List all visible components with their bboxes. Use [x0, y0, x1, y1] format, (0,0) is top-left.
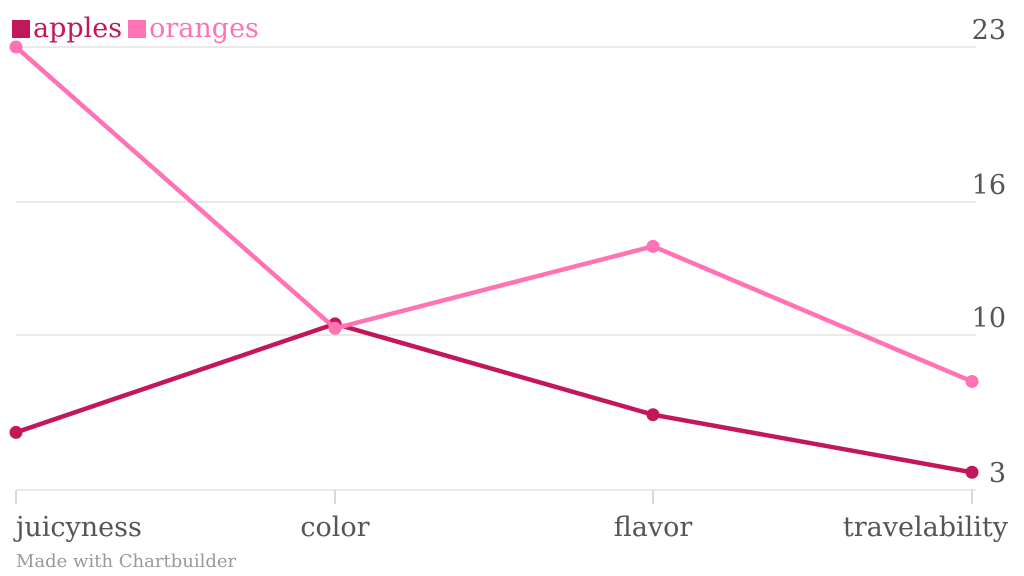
- legend-item-oranges: oranges: [128, 12, 259, 46]
- chartbuilder-credit: Made with Chartbuilder: [16, 551, 237, 572]
- point-apples-juicyness: [9, 425, 23, 439]
- point-oranges-flavor: [646, 239, 660, 253]
- y-tick-label-10: 10: [972, 303, 1006, 334]
- legend-swatch-oranges: [128, 20, 147, 38]
- series-group: [9, 40, 979, 479]
- point-oranges-travelability: [965, 374, 979, 388]
- legend: apples oranges: [12, 12, 265, 46]
- x-tick-label-juicyness: juicyness: [13, 512, 142, 543]
- point-oranges-color: [328, 321, 342, 335]
- series-line-oranges: [13, 44, 975, 384]
- y-tick-label-23: 23: [972, 15, 1006, 46]
- legend-label-apples: apples: [33, 13, 123, 44]
- legend-item-apples: apples: [12, 12, 122, 46]
- y-tick-label-16: 16: [972, 170, 1006, 201]
- point-oranges-juicyness: [9, 40, 23, 54]
- grid-lines: [16, 46, 976, 491]
- x-tick-label-travelability: travelability: [843, 512, 1009, 543]
- x-axis-ticks: [15, 490, 973, 504]
- point-apples-flavor: [646, 408, 660, 422]
- legend-label-oranges: oranges: [149, 13, 259, 44]
- x-tick-label-color: color: [300, 512, 369, 543]
- y-axis-tick-labels: 3 10 16 23: [972, 15, 1006, 489]
- y-tick-label-3: 3: [989, 458, 1006, 489]
- x-axis-tick-labels: juicyness color flavor travelability: [13, 512, 1009, 543]
- series-apples: [9, 317, 979, 479]
- x-tick-label-flavor: flavor: [614, 512, 693, 543]
- series-oranges: [9, 40, 979, 388]
- point-apples-travelability: [965, 465, 979, 479]
- legend-swatch-apples: [12, 20, 30, 38]
- series-line-apples: [13, 321, 975, 475]
